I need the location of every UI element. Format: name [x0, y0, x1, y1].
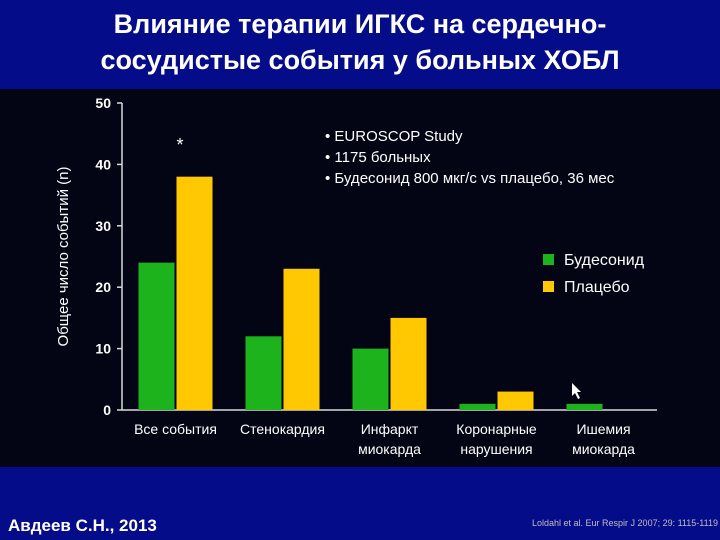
bar-placebo [176, 176, 213, 410]
study-note: • Будесонид 800 мкг/с vs плацебо, 36 мес [325, 170, 615, 187]
x-tick-label: Инфаркт [361, 421, 419, 437]
bar-chart: 0 10 20 30 40 50 Общее число событий (n) Все со… [55, 95, 657, 457]
bar-budesonide [566, 403, 603, 410]
chart-panel: 0 10 20 30 40 50 Общее число событий (n) Все со… [0, 89, 720, 467]
author-credit: Авдеев С.Н., 2013 [8, 516, 157, 535]
x-tick-label: Стенокардия [240, 421, 325, 437]
y-tick-label: 40 [95, 156, 111, 172]
x-tick-label: Все события [134, 421, 217, 437]
bar-budesonide [138, 262, 175, 410]
legend-swatch [543, 254, 554, 265]
source-reference: Loldahl et al. Eur Respir J 2007; 29: 11… [532, 518, 718, 528]
x-tick-label: миокарда [572, 441, 635, 457]
bar-placebo [497, 391, 534, 410]
x-tick-label: нарушения [460, 441, 532, 457]
x-tick-label: Ишемия [576, 421, 630, 437]
y-tick-label: 10 [95, 341, 111, 357]
bar-placebo [390, 317, 427, 410]
bar-budesonide [352, 348, 389, 410]
legend-label: Плацебо [564, 279, 630, 296]
slide-title-line-1: Влияние терапии ИГКС на сердечно- [113, 9, 607, 39]
y-tick-label: 20 [95, 279, 111, 295]
x-tick-label: Коронарные [456, 421, 537, 437]
legend-label: Будесонид [564, 252, 645, 269]
significance-asterisk: * [176, 135, 183, 155]
x-tick-label: миокарда [358, 441, 421, 457]
study-note: • 1175 больных [325, 149, 431, 166]
slide-title: Влияние терапии ИГКС на сердечно- сосуди… [0, 6, 720, 78]
mouse-cursor-icon [572, 383, 581, 399]
y-tick-label: 30 [95, 218, 111, 234]
y-tick-label: 50 [95, 95, 111, 111]
bar-budesonide [245, 336, 282, 410]
y-axis-label: Общее число событий (n) [55, 167, 72, 347]
bar-placebo [283, 268, 320, 410]
bar-budesonide [459, 403, 496, 410]
slide-title-line-2: сосудистые события у больных ХОБЛ [100, 45, 620, 75]
study-note: • EUROSCOP Study [325, 128, 463, 145]
y-tick-label: 0 [103, 402, 111, 418]
legend-swatch [543, 281, 554, 292]
